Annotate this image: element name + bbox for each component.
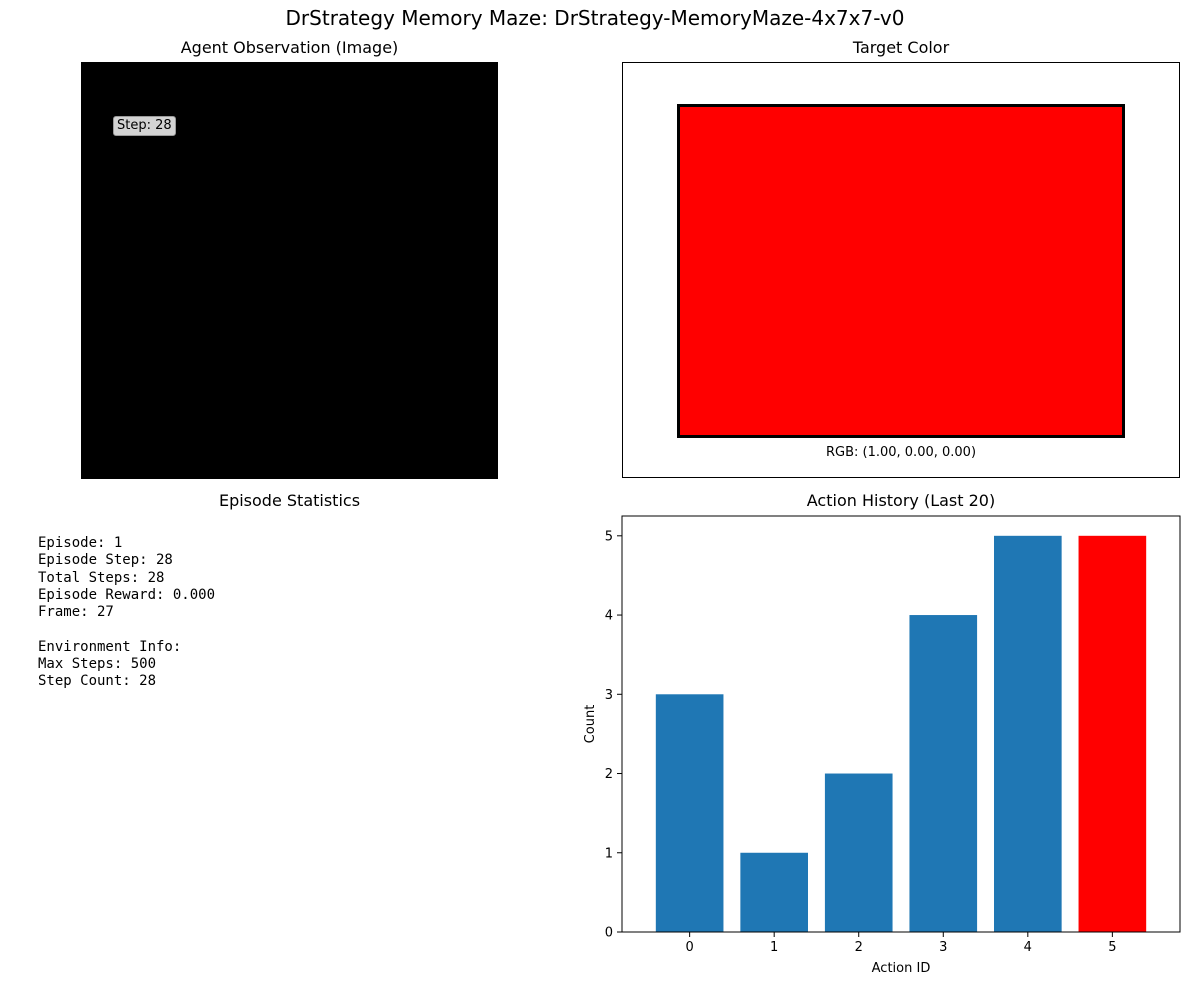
stats-line: Frame: 27 (38, 604, 114, 621)
stats-line: Total Steps: 28 (38, 569, 165, 586)
figure-suptitle: DrStrategy Memory Maze: DrStrategy-Memor… (285, 6, 905, 30)
stats-line: Step Count: 28 (38, 673, 157, 690)
stats-line: Max Steps: 500 (38, 656, 157, 673)
episode-statistics-title: Episode Statistics (218, 491, 361, 510)
y-tick-label: 3 (605, 688, 613, 703)
y-tick-label: 1 (605, 846, 613, 861)
target-color-swatch (677, 104, 1125, 438)
agent-observation-image: Step: 28 (81, 62, 498, 479)
x-tick-label: 1 (770, 940, 778, 955)
target-color-title: Target Color (852, 38, 950, 57)
bar-action-3 (909, 615, 978, 932)
x-tick-label: 2 (855, 940, 863, 955)
stats-line: Episode: 1 (38, 535, 123, 551)
stats-line: Environment Info: (38, 638, 182, 655)
stats-line: Episode Reward: 0.000 (38, 586, 216, 603)
y-axis-label: Count (583, 705, 598, 744)
x-axis-label: Action ID (872, 961, 931, 976)
plot-frame (621, 515, 1181, 933)
x-tick-label: 0 (685, 940, 693, 955)
bar-action-0 (655, 694, 724, 932)
action-history-title: Action History (Last 20) (806, 491, 996, 510)
x-tick-label: 3 (939, 940, 947, 955)
x-tick-label: 4 (1024, 940, 1032, 955)
bar-action-5 (1078, 535, 1147, 932)
y-tick-label: 5 (605, 529, 613, 544)
bar-action-4 (994, 535, 1062, 932)
step-counter-badge: Step: 28 (113, 116, 176, 136)
y-tick-label: 4 (605, 609, 613, 624)
episode-statistics-text: Episode: 1 Episode Step: 28 Total Steps: 2… (38, 535, 215, 691)
bar-action-1 (740, 852, 808, 932)
target-rgb-label: RGB: (1.00, 0.00, 0.00) (825, 445, 977, 460)
observation-title: Agent Observation (Image) (180, 38, 399, 57)
x-tick-label: 5 (1108, 940, 1116, 955)
stats-line: Episode Step: 28 (38, 552, 173, 569)
target-color-panel: RGB: (1.00, 0.00, 0.00) (622, 62, 1180, 478)
y-tick-label: 2 (605, 767, 613, 782)
bar-action-2 (824, 773, 893, 932)
y-tick-label: 0 (605, 926, 613, 941)
